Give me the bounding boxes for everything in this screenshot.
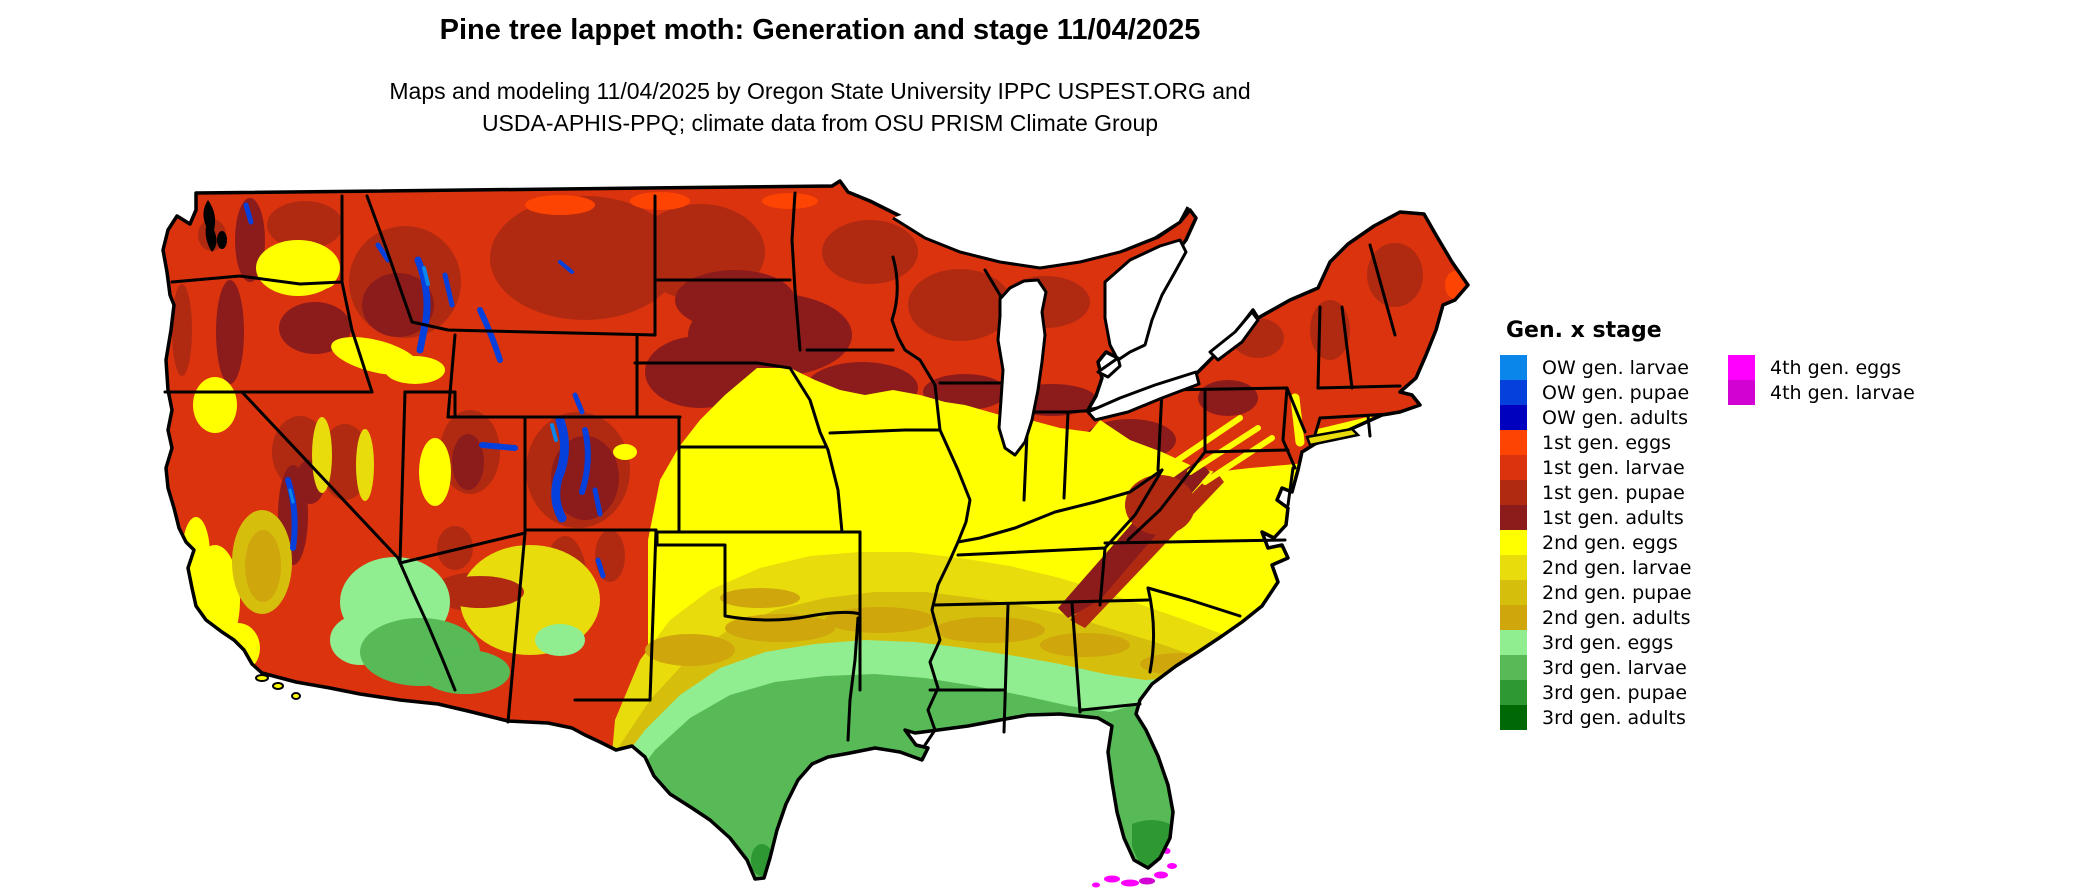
- legend-swatch: [1500, 555, 1527, 580]
- legend-swatch: [1500, 705, 1527, 730]
- legend-swatch: [1728, 355, 1755, 380]
- legend-swatch: [1500, 530, 1527, 555]
- legend-label: 1st gen. pupae: [1542, 481, 1685, 504]
- legend-swatch: [1500, 605, 1527, 630]
- legend-row: 4th gen. eggs: [1728, 355, 1915, 380]
- legend-row: OW gen. adults: [1500, 405, 2060, 430]
- legend-swatch: [1500, 380, 1527, 405]
- legend-swatch: [1500, 630, 1527, 655]
- legend-swatch: [1500, 355, 1527, 380]
- lake-ontario: [1208, 310, 1260, 362]
- legend-title: Gen. x stage: [1506, 318, 1662, 343]
- lake-huron: [1103, 238, 1188, 362]
- legend-swatch: [1728, 380, 1755, 405]
- legend-label: 3rd gen. eggs: [1542, 631, 1674, 654]
- legend-row: 2nd gen. larvae: [1500, 555, 2060, 580]
- legend-label: 3rd gen. adults: [1542, 706, 1686, 729]
- legend: Gen. x stage OW gen. larvae OW gen. pupa…: [1500, 318, 2060, 730]
- legend-row: 4th gen. larvae: [1728, 380, 1915, 405]
- subtitle-line-1: Maps and modeling 11/04/2025 by Oregon S…: [389, 78, 1251, 104]
- great-lakes: [892, 203, 1260, 457]
- lake-superior: [893, 203, 1188, 268]
- saginaw-bay: [1096, 356, 1122, 379]
- legend-label: 3rd gen. pupae: [1542, 681, 1688, 704]
- us-generation-stage-map: [161, 179, 1470, 888]
- legend-swatch: [1500, 505, 1527, 530]
- page-title: Pine tree lappet moth: Generation and st…: [439, 14, 1201, 46]
- lake-erie: [1086, 370, 1201, 422]
- legend-column-right: 4th gen. eggs 4th gen. larvae: [1728, 355, 1915, 405]
- us-map-container: [148, 127, 1493, 892]
- legend-row: 2nd gen. eggs: [1500, 530, 2060, 555]
- legend-row: OW gen. pupae: [1500, 380, 2060, 405]
- subtitle-line-2: USDA-APHIS-PPQ; climate data from OSU PR…: [481, 110, 1159, 136]
- legend-label: 1st gen. eggs: [1542, 431, 1672, 454]
- legend-label: OW gen. larvae: [1542, 356, 1689, 379]
- legend-swatch: [1500, 480, 1527, 505]
- florida-keys-4th-gen: [1092, 848, 1177, 888]
- long-island: [1305, 427, 1361, 447]
- lake-superior-shore: [892, 206, 1190, 270]
- legend-label: 2nd gen. adults: [1542, 606, 1691, 629]
- legend-column-left: OW gen. larvae OW gen. pupae OW gen. adu…: [1500, 355, 2060, 730]
- legend-row: 3rd gen. larvae: [1500, 655, 2060, 680]
- legend-label: 1st gen. larvae: [1542, 456, 1685, 479]
- legend-swatch: [1500, 430, 1527, 455]
- legend-row: 1st gen. eggs: [1500, 430, 2060, 455]
- puget-sound: [203, 200, 217, 252]
- legend-swatch: [1500, 680, 1527, 705]
- legend-label: 3rd gen. larvae: [1542, 656, 1687, 679]
- channel-islands: [255, 674, 301, 700]
- legend-row: 1st gen. adults: [1500, 505, 2060, 530]
- legend-label: 4th gen. eggs: [1770, 356, 1902, 379]
- legend-row: 1st gen. larvae: [1500, 455, 2060, 480]
- legend-row: 2nd gen. adults: [1500, 605, 2060, 630]
- legend-swatch: [1500, 655, 1527, 680]
- legend-label: 1st gen. adults: [1542, 506, 1684, 529]
- lake-michigan: [996, 278, 1048, 457]
- legend-label: 2nd gen. larvae: [1542, 556, 1692, 579]
- legend-label: OW gen. adults: [1542, 406, 1689, 429]
- legend-label: OW gen. pupae: [1542, 381, 1690, 404]
- legend-label: 4th gen. larvae: [1770, 381, 1915, 404]
- legend-swatch: [1500, 405, 1527, 430]
- legend-row: 3rd gen. adults: [1500, 705, 2060, 730]
- legend-label: 2nd gen. pupae: [1542, 581, 1692, 604]
- legend-row: 2nd gen. pupae: [1500, 580, 2060, 605]
- legend-row: OW gen. larvae: [1500, 355, 2060, 380]
- map-header: Pine tree lappet moth: Generation and st…: [155, 14, 1485, 139]
- legend-row: 3rd gen. pupae: [1500, 680, 2060, 705]
- legend-label: 2nd gen. eggs: [1542, 531, 1678, 554]
- map-fill-layers: [163, 181, 1468, 879]
- legend-row: 1st gen. pupae: [1500, 480, 2060, 505]
- legend-swatch: [1500, 580, 1527, 605]
- legend-row: 3rd gen. eggs: [1500, 630, 2060, 655]
- legend-swatch: [1500, 455, 1527, 480]
